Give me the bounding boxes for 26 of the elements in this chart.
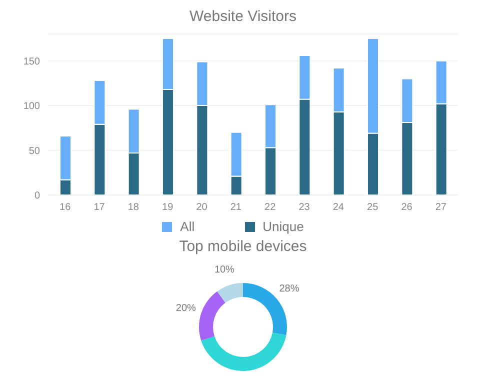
x-tick-label: 17 <box>94 202 106 214</box>
y-tick-label: 50 <box>28 146 40 157</box>
x-tick-label: 25 <box>367 202 379 214</box>
donut-slice <box>217 283 243 303</box>
x-tick-label: 20 <box>196 202 208 214</box>
chart-title: Top mobile devices <box>178 238 308 255</box>
x-tick-label: 23 <box>298 202 310 214</box>
x-tick-label: 22 <box>264 202 276 214</box>
x-tick-label: 18 <box>128 202 140 214</box>
x-tick-label: 21 <box>230 202 242 214</box>
y-tick-label: 150 <box>23 56 40 68</box>
legend-label: All <box>180 219 195 234</box>
x-tick-label: 26 <box>401 202 413 214</box>
data-label: 20% <box>176 302 196 314</box>
chart-title: Website Visitors <box>188 8 298 25</box>
donut-slice <box>199 291 226 341</box>
x-tick-label: 16 <box>60 202 72 214</box>
data-label: 28% <box>279 283 300 294</box>
y-tick-label: 100 <box>23 101 40 112</box>
x-tick-label: 19 <box>162 202 174 214</box>
data-label: 10% <box>214 264 235 276</box>
donut-slice <box>201 332 286 371</box>
legend-label: Unique <box>262 219 304 234</box>
x-tick-label: 24 <box>332 202 344 214</box>
y-tick-label: 0 <box>34 190 40 202</box>
x-tick-label: 27 <box>435 202 447 214</box>
